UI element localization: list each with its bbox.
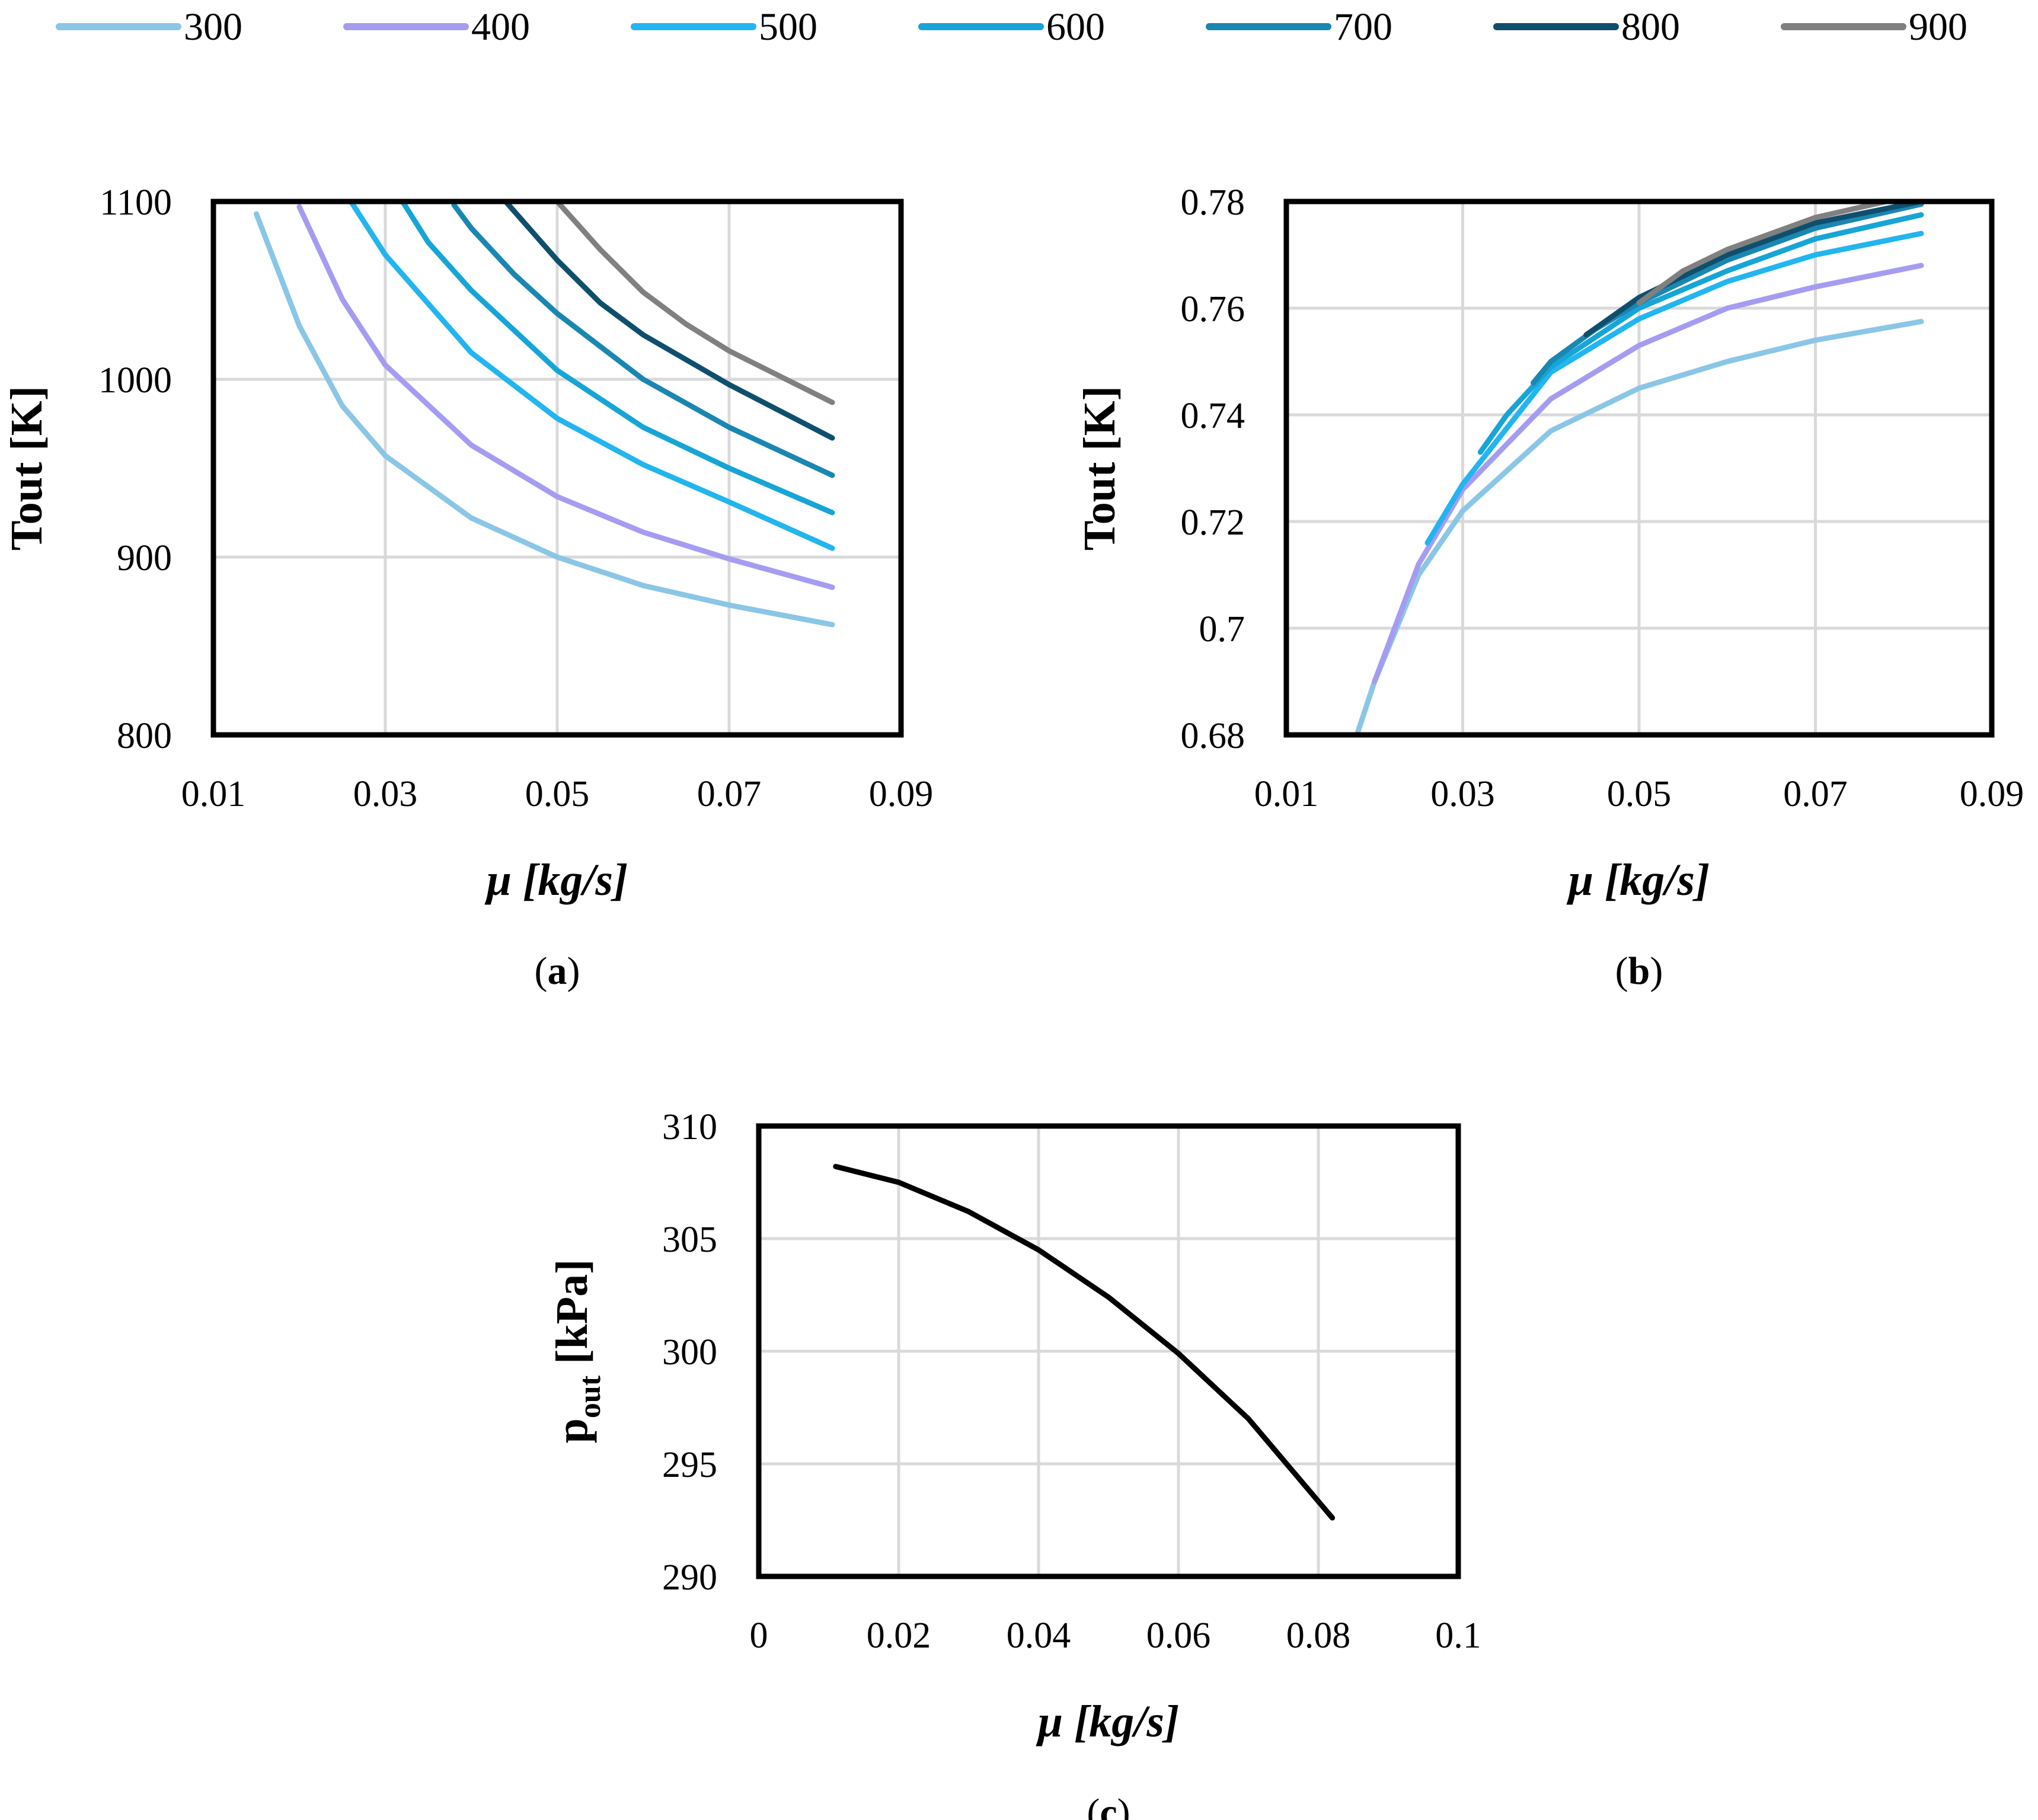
x-tick-label: 0.02 <box>867 1616 931 1656</box>
x-tick-label: 0.07 <box>1783 774 1848 814</box>
panel-letter: a <box>548 949 567 993</box>
y-tick-label: 1100 <box>100 183 172 223</box>
x-tick-label: 0.1 <box>1435 1616 1481 1656</box>
series-group <box>254 199 835 628</box>
series-line-400 <box>296 204 835 590</box>
y-tick-label: 305 <box>662 1220 717 1260</box>
series-line-600 <box>400 199 835 516</box>
x-tick-label: 0 <box>750 1616 768 1656</box>
legend-label-900: 900 <box>1909 5 1967 49</box>
panel-paren-close: ) <box>1117 1791 1130 1820</box>
y-tick-label: 290 <box>662 1557 717 1598</box>
series-line-800 <box>503 199 835 441</box>
y-title-unit: [kPa] <box>547 1259 597 1376</box>
panel-paren-close: ) <box>1650 949 1663 993</box>
series-line-pout <box>833 1163 1336 1521</box>
panel-label: (b) <box>1615 949 1663 993</box>
series-group <box>1354 199 1924 735</box>
x-tick-label: 0.01 <box>181 774 246 814</box>
panel-letter: b <box>1628 949 1650 993</box>
series-line-800 <box>1583 199 1924 338</box>
x-tick-label: 0.05 <box>525 774 590 814</box>
plot-frame <box>756 1123 1461 1579</box>
panel-paren-open: ( <box>1615 949 1628 993</box>
series-line-700 <box>1531 201 1924 386</box>
x-tick-label: 0.07 <box>697 774 762 814</box>
series-line-700 <box>451 202 835 478</box>
panel-label: (a) <box>535 949 580 993</box>
x-tick-label: 0.09 <box>1960 774 2024 814</box>
x-tick-label: 0.03 <box>1430 774 1495 814</box>
y-axis-title: Tout [K] <box>1075 386 1125 551</box>
x-tick-label: 0.06 <box>1146 1616 1211 1656</box>
y-tick-label: 0.7 <box>1199 609 1245 650</box>
panel-paren-close: ) <box>567 949 580 993</box>
y-axis-title: Tout [K] <box>2 386 52 551</box>
y-tick-label: 300 <box>662 1332 717 1373</box>
y-tick-label: 0.74 <box>1181 396 1245 436</box>
x-tick-label: 0.03 <box>353 774 418 814</box>
y-tick-label: 0.68 <box>1181 716 1245 756</box>
series-line-500 <box>348 199 835 551</box>
x-tick-label: 0.04 <box>1007 1616 1071 1656</box>
series-line-400 <box>1372 263 1924 685</box>
plot-frame <box>1283 199 1995 738</box>
y-tick-label: 295 <box>662 1445 717 1485</box>
plot-frame <box>210 199 904 738</box>
y-tick-label: 900 <box>117 538 172 578</box>
chart-b: 0.01 0.03 0.05 0.07 0.09 0.68 0.7 0.72 0.74 0.76 0… <box>1075 183 2024 993</box>
x-tick-label: 0.08 <box>1286 1616 1351 1656</box>
legend-label-600: 600 <box>1046 5 1105 49</box>
y-axis-title: pout [kPa] <box>547 1259 607 1444</box>
x-tick-label: 0.09 <box>869 774 934 814</box>
series-line-900 <box>554 199 835 405</box>
legend: 300 400 500 600 700 800 900 <box>56 5 1967 49</box>
panel-letter: c <box>1100 1791 1117 1820</box>
y-tick-label: 0.72 <box>1181 503 1245 543</box>
series-line-500 <box>1424 231 1924 546</box>
y-tick-label: 1000 <box>98 360 172 401</box>
series-group <box>833 1163 1336 1521</box>
x-axis-title: μ [kg/s] <box>1566 855 1710 905</box>
y-tick-label: 310 <box>662 1107 717 1147</box>
series-line-900 <box>1636 199 1889 306</box>
panel-paren-open: ( <box>1087 1791 1100 1820</box>
legend-label-700: 700 <box>1334 5 1392 49</box>
x-tick-label: 0.05 <box>1607 774 1672 814</box>
y-tick-label: 0.76 <box>1181 289 1245 330</box>
panel-label: (c) <box>1087 1791 1130 1820</box>
panel-paren-open: ( <box>535 949 548 993</box>
x-tick-label: 0.01 <box>1254 774 1319 814</box>
legend-label-500: 500 <box>759 5 817 49</box>
chart-a: 0.01 0.03 0.05 0.07 0.09 800 900 1000 1100 μ [kg/… <box>2 183 934 993</box>
series-line-300 <box>254 211 835 628</box>
y-tick-label: 0.78 <box>1181 183 1245 223</box>
x-axis-title: μ [kg/s] <box>484 855 628 905</box>
x-axis-title: μ [kg/s] <box>1036 1697 1180 1747</box>
y-title-subscript: out <box>573 1375 607 1418</box>
y-title-main: p <box>547 1418 597 1443</box>
legend-label-400: 400 <box>471 5 530 49</box>
series-line-600 <box>1477 212 1924 455</box>
legend-label-300: 300 <box>184 5 242 49</box>
y-tick-label: 800 <box>117 716 172 756</box>
legend-label-800: 800 <box>1621 5 1680 49</box>
chart-c: 0 0.02 0.04 0.06 0.08 0.1 290 295 300 305 310 μ [kg… <box>547 1107 1481 1820</box>
